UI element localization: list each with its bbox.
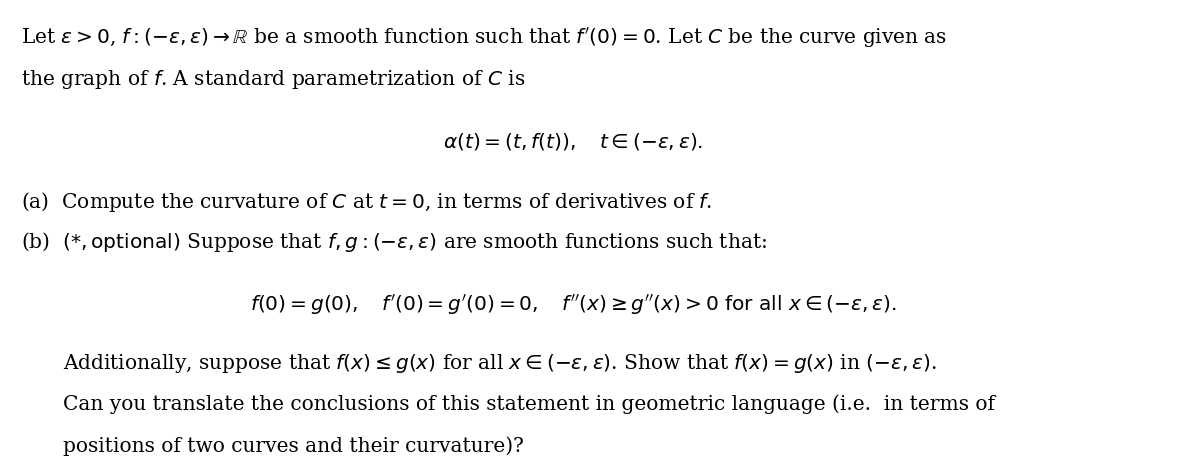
Text: Let $\varepsilon > 0$, $f: (-\varepsilon, \varepsilon) \rightarrow \mathbb{R}$ b: Let $\varepsilon > 0$, $f: (-\varepsilon… xyxy=(20,26,947,50)
Text: Additionally, suppose that $f(x) \leq g(x)$ for all $x \in (-\varepsilon, \varep: Additionally, suppose that $f(x) \leq g(… xyxy=(64,352,937,375)
Text: (b)  $(*, \text{optional})$ Suppose that $f, g: (-\varepsilon, \varepsilon)$ are: (b) $(*, \text{optional})$ Suppose that … xyxy=(20,230,767,254)
Text: Can you translate the conclusions of this statement in geometric language (i.e. : Can you translate the conclusions of thi… xyxy=(64,394,995,414)
Text: $f(0) = g(0), \quad f'(0) = g'(0) = 0, \quad f''(x) \geq g''(x) > 0 \text{ for a: $f(0) = g(0), \quad f'(0) = g'(0) = 0, \… xyxy=(250,292,896,316)
Text: (a)  Compute the curvature of $C$ at $t = 0$, in terms of derivatives of $f$.: (a) Compute the curvature of $C$ at $t =… xyxy=(20,190,712,213)
Text: $\alpha(t) = (t, f(t)),\quad t \in (-\varepsilon, \varepsilon).$: $\alpha(t) = (t, f(t)),\quad t \in (-\va… xyxy=(443,131,703,152)
Text: the graph of $f$. A standard parametrization of $C$ is: the graph of $f$. A standard parametriza… xyxy=(20,68,526,91)
Text: positions of two curves and their curvature)?: positions of two curves and their curvat… xyxy=(64,436,524,456)
